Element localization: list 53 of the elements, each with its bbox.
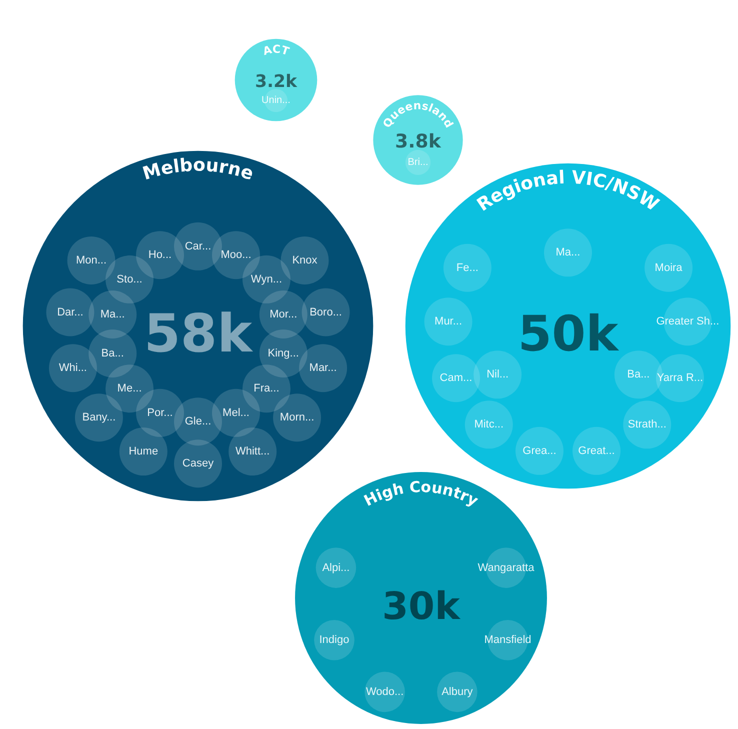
- text: Strath...: [628, 418, 666, 431]
- text: Ho...: [148, 249, 172, 262]
- text: Hume: [128, 446, 158, 458]
- text: Mor...: [270, 308, 298, 321]
- text: Mansfield: [484, 634, 532, 646]
- text: Cam...: [440, 372, 472, 384]
- text: Fe...: [456, 262, 478, 274]
- text: Boro...: [310, 306, 342, 318]
- text: Greater Sh...: [656, 316, 720, 328]
- text: Mon...: [76, 254, 107, 266]
- text: Unin...: [262, 95, 290, 106]
- text: Whi...: [58, 362, 88, 374]
- text: Knox: [292, 254, 318, 266]
- text: Dar...: [57, 306, 84, 318]
- text: Wyn...: [250, 273, 282, 286]
- text: Por...: [147, 406, 173, 419]
- text: Alpi...: [322, 562, 350, 574]
- data-label: 3.8k: [395, 132, 442, 152]
- text: Fra...: [254, 382, 280, 395]
- text: Albury: [442, 686, 473, 698]
- text: Mel...: [222, 406, 250, 419]
- text: Bri...: [408, 156, 428, 168]
- text: Indigo: [319, 634, 350, 646]
- text: Ma...: [556, 246, 580, 259]
- text: Sto...: [116, 273, 142, 286]
- text: King...: [268, 347, 299, 360]
- category-label: ACT: [261, 42, 292, 58]
- text: Mar...: [309, 362, 337, 374]
- text: Grea...: [522, 444, 556, 457]
- text: Moira: [654, 262, 682, 274]
- text: Casey: [182, 458, 214, 470]
- text: Ba...: [627, 368, 650, 381]
- text: Morn...: [280, 412, 314, 424]
- text: Ba...: [101, 347, 124, 360]
- text: Bany...: [82, 412, 116, 424]
- data-label: 50k: [518, 306, 620, 362]
- text: Wodo...: [366, 686, 404, 698]
- data-label: 58k: [144, 304, 254, 364]
- text: Mur...: [434, 316, 462, 328]
- text: Gle...: [184, 416, 212, 428]
- text: Car...: [184, 240, 212, 252]
- data-label: 3.2k: [254, 72, 298, 92]
- text: Whitt...: [235, 446, 270, 458]
- data-label: 30k: [382, 584, 461, 628]
- text: Mitc...: [474, 418, 504, 431]
- text: Great...: [578, 444, 615, 457]
- text: Me...: [117, 382, 142, 395]
- text: Yarra R...: [656, 372, 704, 384]
- text: Moo...: [220, 249, 252, 262]
- text: Wangaratta: [478, 562, 534, 574]
- category-label: Melbourne: [140, 154, 256, 185]
- text: Nil...: [486, 368, 509, 381]
- text: Ma...: [100, 308, 125, 321]
